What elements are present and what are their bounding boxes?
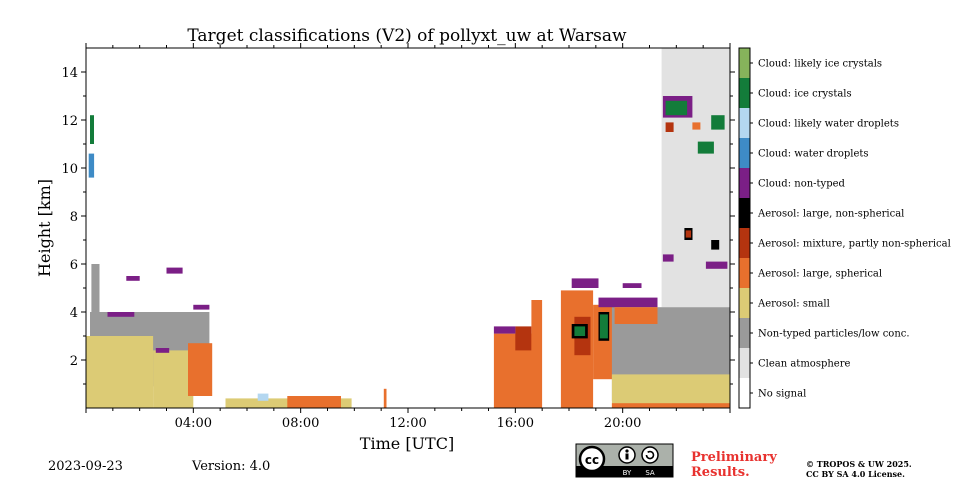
legend-label-5: Aerosol: mixture, partly non-spherical	[757, 239, 951, 250]
copyright-line: © TROPOS & UW 2025.	[806, 459, 912, 469]
colorbar-legend: No signal Clean atmosphere Non-typed parti…	[738, 47, 951, 409]
y-tick-label-6: 14	[61, 66, 78, 81]
class-region-42	[685, 230, 692, 238]
x-tick-label-0: 04:00	[175, 416, 212, 431]
x-tick-label-2: 12:00	[389, 416, 426, 431]
class-region-33	[614, 307, 658, 324]
class-region-37	[665, 122, 674, 132]
svg-text:cc: cc	[585, 453, 599, 467]
y-tick-label-2: 6	[70, 258, 78, 273]
legend-swatch-3	[739, 288, 750, 318]
x-axis-label: Time [UTC]	[360, 434, 454, 453]
license-badge-sa: SA	[645, 469, 655, 477]
legend-swatch-4	[739, 258, 750, 288]
legend-label-2: Non-typed particles/low conc.	[758, 329, 910, 340]
class-region-32	[598, 297, 658, 308]
class-region-31	[611, 403, 730, 408]
class-region-36	[665, 100, 688, 116]
legend-swatch-8	[739, 138, 750, 168]
y-axis-label: Height [km]	[35, 179, 54, 277]
footer-date: 2023-09-23	[48, 459, 123, 474]
legend-swatch-9	[739, 108, 750, 138]
class-region-7	[166, 267, 183, 274]
class-region-8	[107, 312, 135, 317]
class-region-28	[599, 314, 608, 339]
class-region-25	[571, 278, 599, 288]
license-line: CC BY SA 4.0 License.	[806, 469, 905, 479]
legend-label-11: Cloud: likely ice crystals	[758, 59, 882, 70]
class-region-16	[383, 388, 387, 408]
class-region-14	[287, 396, 341, 408]
y-tick-label-4: 10	[61, 162, 78, 177]
class-region-39	[697, 141, 714, 154]
legend-label-4: Aerosol: large, spherical	[757, 269, 882, 280]
class-region-34	[622, 283, 642, 288]
chart-title: Target classifications (V2) of pollyxt_u…	[187, 26, 627, 46]
legend-swatch-1	[739, 348, 750, 378]
legend-label-1: Clean atmosphere	[758, 359, 851, 370]
legend-swatch-2	[739, 318, 750, 348]
y-tick-label-1: 4	[70, 306, 78, 321]
class-region-26	[593, 304, 615, 380]
class-region-6	[126, 276, 140, 281]
axes: 04:00 08:00 12:00 16:00 20:00 2 4 6 8 10 12 14	[61, 43, 735, 431]
legend-swatch-0	[739, 378, 750, 408]
license-badge-by: BY	[623, 469, 632, 477]
class-region-3	[153, 350, 194, 408]
legend-label-3: Aerosol: small	[757, 299, 830, 310]
class-region-15	[257, 393, 269, 401]
class-region-9	[155, 348, 170, 353]
y-tick-label-3: 8	[70, 210, 78, 225]
class-region-4	[188, 343, 213, 396]
preliminary-label: Preliminary	[691, 450, 777, 465]
class-region-2	[86, 336, 154, 408]
plot-area	[86, 48, 730, 408]
legend-swatch-5	[739, 228, 750, 258]
y-tick-label-5: 12	[61, 114, 78, 129]
class-region-40	[711, 115, 725, 130]
class-region-43	[711, 240, 720, 250]
class-region-5	[91, 264, 100, 312]
x-tick-label-4: 20:00	[604, 416, 641, 431]
class-region-20	[531, 300, 543, 408]
class-region-45	[662, 254, 674, 262]
legend-swatch-7	[739, 168, 750, 198]
legend-frame	[738, 47, 751, 409]
cc-by-sa-icon: cc BY SA	[575, 443, 674, 478]
class-region-12	[90, 115, 94, 144]
class-region-18	[515, 326, 532, 351]
class-region-38	[692, 122, 701, 130]
footer-version: Version: 4.0	[191, 459, 270, 474]
legend-label-0: No signal	[758, 389, 806, 400]
class-region-10	[193, 304, 210, 310]
legend-label-8: Cloud: water droplets	[758, 149, 869, 160]
class-region-19	[493, 326, 516, 334]
legend-label-9: Cloud: likely water droplets	[758, 119, 899, 130]
class-region-44	[705, 261, 728, 269]
legend-swatch-10	[739, 78, 750, 108]
class-region-11	[88, 153, 95, 178]
results-label: Results.	[691, 465, 750, 480]
legend-swatch-6	[739, 198, 750, 228]
x-tick-label-1: 08:00	[282, 416, 319, 431]
legend-label-6: Aerosol: large, non-spherical	[757, 209, 904, 220]
y-tick-label-0: 2	[70, 354, 78, 369]
class-region-30	[611, 374, 730, 408]
class-region-24	[574, 326, 586, 336]
legend-label-7: Cloud: non-typed	[758, 179, 846, 190]
legend-label-10: Cloud: ice crystals	[758, 89, 852, 100]
legend-swatch-11	[739, 48, 750, 78]
x-tick-label-3: 16:00	[497, 416, 534, 431]
